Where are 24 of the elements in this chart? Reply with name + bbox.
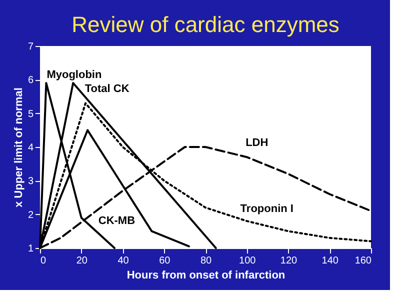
x-tick-label: 80 [200, 256, 212, 266]
series-label: LDH [246, 137, 268, 150]
x-axis-title: Hours from onset of infarction [126, 270, 286, 282]
chart-title: Review of cardiac enzymes [72, 12, 340, 37]
y-tick-label: 6 [28, 75, 34, 86]
x-tick-label: 40 [118, 256, 130, 266]
x-tick-label: 120 [280, 256, 298, 266]
y-tick-label: 3 [28, 176, 34, 188]
x-tick-label: 160 [354, 256, 372, 266]
y-tick-label: 4 [28, 142, 34, 154]
series-label: Troponin I [240, 203, 294, 216]
y-tick-label: 2 [28, 210, 34, 221]
y-axis-title: x Upper limit of normal [12, 88, 25, 208]
x-tick-label: 100 [239, 256, 256, 266]
y-tick-label: 7 [28, 42, 34, 52]
x-tick-label: 20 [76, 256, 88, 266]
y-tick-label: 5 [28, 108, 34, 120]
series-label: CK-MB [98, 215, 136, 228]
series-label: Myoglobin [46, 69, 102, 82]
x-tick-label: 140 [322, 256, 339, 266]
y-tick-label: 1 [28, 244, 34, 254]
series-label: Total CK [84, 83, 130, 96]
x-tick-label: 0 [40, 256, 46, 266]
x-tick-label: 60 [159, 256, 171, 266]
